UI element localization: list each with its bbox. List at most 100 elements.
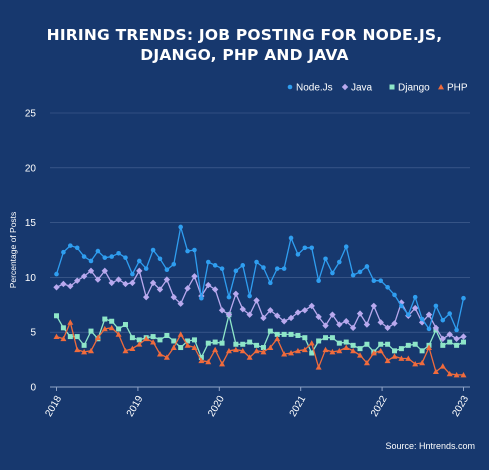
data-point-php [81,348,88,355]
data-point-nodejs [288,235,294,241]
data-point-php [170,344,177,350]
data-point-php [412,360,419,367]
data-point-nodejs [385,284,390,290]
data-point-nodejs [419,316,425,322]
data-point-java [136,267,143,275]
data-point-django [295,332,301,338]
data-point-django [212,339,218,345]
data-point-django [343,339,349,345]
data-point-php [322,346,329,353]
data-point-nodejs [323,256,328,262]
data-point-nodejs [371,278,377,283]
data-point-django [329,335,335,341]
y-tick-label: 10 [25,273,37,284]
data-point-java [336,321,343,328]
data-point-django [398,346,404,352]
x-tick-label: 2019 [125,394,146,419]
source-note: Source: Hntrends.com [385,441,475,451]
data-point-django [412,341,418,347]
data-point-nodejs [178,224,183,230]
data-point-nodejs [392,292,397,298]
data-point-nodejs [233,268,239,274]
data-point-nodejs [426,326,432,332]
data-point-nodejs [281,266,287,271]
data-point-php [288,350,295,356]
data-point-java [177,300,184,307]
data-point-django [81,342,87,348]
data-point-nodejs [130,271,135,277]
data-point-java [67,282,74,290]
data-point-django [122,322,128,328]
data-point-django [191,337,197,343]
data-point-java [122,280,129,288]
data-point-php [329,348,336,355]
data-point-java [218,307,226,314]
data-point-nodejs [399,303,404,309]
data-point-php [370,350,377,356]
data-point-php [115,331,122,337]
data-point-php [74,346,81,353]
data-point-nodejs [357,269,363,275]
data-point-php [439,363,446,369]
data-point-django [109,318,115,324]
data-point-django [460,339,466,345]
data-point-django [364,341,370,347]
data-point-php [260,348,267,355]
data-point-django [150,334,156,340]
data-point-java [129,279,136,287]
data-point-nodejs [95,248,101,254]
legend-label-php: PHP [447,83,468,94]
data-point-java [211,286,219,293]
data-point-java [287,314,295,322]
data-point-django [309,350,315,356]
data-point-php [60,335,67,342]
data-point-php [343,344,350,350]
data-point-java [391,320,398,327]
data-point-nodejs [433,303,439,309]
data-point-php [101,325,108,332]
data-point-nodejs [254,259,259,265]
legend-label-java: Java [351,83,373,94]
x-tick-label: 2018 [43,394,64,419]
y-tick-label: 25 [25,109,37,120]
y-axis-label: Percentage of Posts [8,212,18,289]
data-point-java [115,276,122,283]
data-point-nodejs [343,244,349,250]
data-point-django [281,331,287,337]
data-point-php [281,351,288,357]
data-point-django [60,325,66,331]
data-point-nodejs [316,278,321,283]
data-point-php [425,344,432,350]
data-point-django [316,338,322,344]
data-point-php [274,335,281,342]
data-point-nodejs [261,265,266,270]
data-point-django [357,346,363,352]
data-point-php [460,371,467,378]
data-point-php [67,319,74,325]
data-point-php [336,347,343,354]
data-point-nodejs [171,261,177,267]
data-point-php [212,346,219,353]
legend-marker-java [341,83,349,91]
data-point-java [267,307,274,314]
data-point-django [405,342,411,348]
data-point-java [301,307,309,314]
data-point-php [357,352,364,358]
data-point-django [233,341,239,347]
data-point-java [412,304,419,312]
data-point-java [149,279,157,287]
data-point-django [136,337,142,343]
data-point-php [453,371,460,378]
data-point-java [343,318,350,325]
data-point-java [142,293,150,301]
data-point-java [163,276,171,283]
data-point-nodejs [309,245,315,251]
data-point-php [398,355,405,361]
data-point-django [447,339,453,345]
legend-marker-nodejs [287,84,293,90]
y-tick-label: 5 [30,328,36,339]
data-point-nodejs [102,255,108,260]
data-point-nodejs [295,252,301,257]
data-point-php [232,346,239,353]
data-point-php [377,347,384,354]
